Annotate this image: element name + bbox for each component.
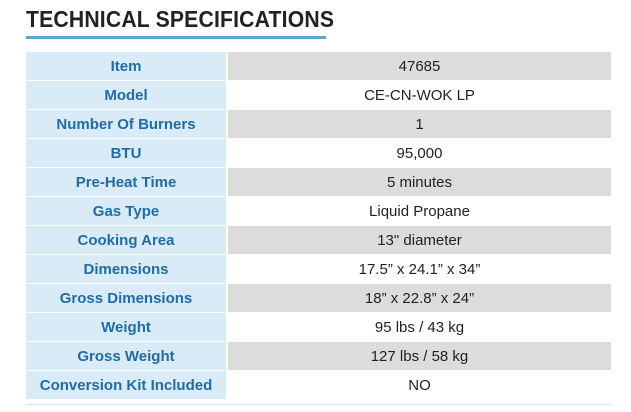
- spec-value: 5 minutes: [227, 167, 611, 197]
- spec-value: Liquid Propane: [227, 196, 611, 226]
- spec-value: 1: [227, 109, 611, 139]
- spec-row-weight: Weight 95 lbs / 43 kg: [26, 312, 611, 342]
- spec-label: Dimensions: [26, 254, 228, 284]
- spec-row-item: Item 47685: [26, 52, 611, 81]
- spec-value: 13" diameter: [227, 225, 611, 255]
- spec-value: 127 lbs / 58 kg: [227, 341, 611, 371]
- spec-label: Gross Dimensions: [26, 283, 228, 313]
- spec-label: Number Of Burners: [26, 109, 228, 139]
- spec-label: Cooking Area: [26, 225, 228, 255]
- spec-row-pre-heat-time: Pre-Heat Time 5 minutes: [26, 167, 611, 197]
- spec-row-cooking-area: Cooking Area 13" diameter: [26, 225, 611, 255]
- spec-label: BTU: [26, 138, 228, 168]
- spec-row-conversion-kit-included: Conversion Kit Included NO: [26, 370, 611, 400]
- spec-row-gross-dimensions: Gross Dimensions 18” x 22.8” x 24”: [26, 283, 611, 313]
- spec-row-btu: BTU 95,000: [26, 138, 611, 168]
- spec-label: Model: [26, 80, 228, 110]
- spec-value: 95 lbs / 43 kg: [227, 312, 611, 342]
- spec-label: Gross Weight: [26, 341, 228, 371]
- spec-value: 18” x 22.8” x 24”: [227, 283, 611, 313]
- title-underline: [26, 36, 326, 39]
- spec-row-gross-weight: Gross Weight 127 lbs / 58 kg: [26, 341, 611, 371]
- spec-row-dimensions: Dimensions 17.5” x 24.1” x 34”: [26, 254, 611, 284]
- spec-value: 95,000: [227, 138, 611, 168]
- spec-label: Pre-Heat Time: [26, 167, 228, 197]
- table-bottom-rule: [26, 404, 611, 405]
- spec-label: Gas Type: [26, 196, 228, 226]
- spec-row-model: Model CE-CN-WOK LP: [26, 80, 611, 110]
- spec-row-gas-type: Gas Type Liquid Propane: [26, 196, 611, 226]
- spec-row-number-of-burners: Number Of Burners 1: [26, 109, 611, 139]
- spec-value: CE-CN-WOK LP: [227, 80, 611, 110]
- spec-table: Item 47685 Model CE-CN-WOK LP Number Of …: [26, 52, 611, 400]
- spec-label: Item: [26, 52, 228, 81]
- spec-value: NO: [227, 370, 611, 400]
- spec-value: 17.5” x 24.1” x 34”: [227, 254, 611, 284]
- page-title: TECHNICAL SPECIFICATIONS: [26, 6, 335, 32]
- spec-value: 47685: [227, 52, 611, 81]
- spec-label: Weight: [26, 312, 228, 342]
- spec-label: Conversion Kit Included: [26, 370, 228, 400]
